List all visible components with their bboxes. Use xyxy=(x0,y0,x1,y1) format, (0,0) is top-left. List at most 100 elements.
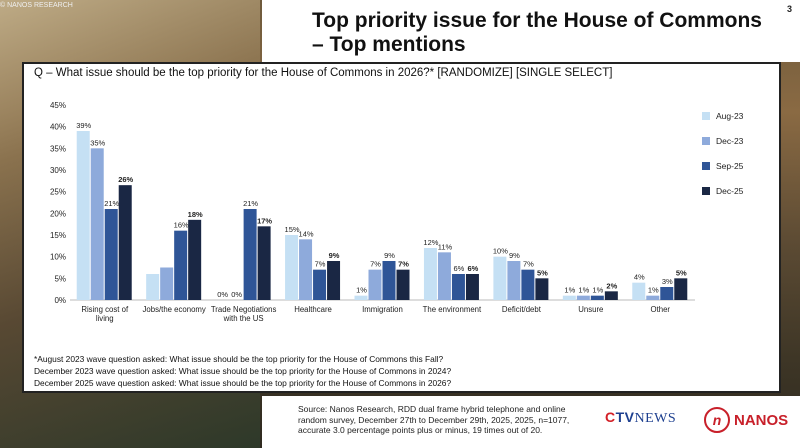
bar-sep-25 xyxy=(382,261,396,300)
data-label: 35% xyxy=(90,138,105,147)
data-label: 2% xyxy=(606,281,617,290)
data-label: 15% xyxy=(285,225,300,234)
data-label: 9% xyxy=(509,251,520,260)
data-label: 5% xyxy=(676,268,687,277)
x-category-label: Immigration xyxy=(362,305,403,314)
data-label: 7% xyxy=(523,260,534,269)
bar-sep-25 xyxy=(243,209,257,300)
data-label: 7% xyxy=(398,260,409,269)
x-category-label: Rising cost of xyxy=(81,305,129,314)
bar-dec-23 xyxy=(646,295,660,300)
data-label: 16% xyxy=(174,221,189,230)
bar-dec-25 xyxy=(535,278,549,300)
watermark: © NANOS RESEARCH xyxy=(0,2,73,9)
y-tick-label: 40% xyxy=(50,123,66,132)
bar-dec-23 xyxy=(160,267,174,300)
data-label: 1% xyxy=(592,286,603,295)
source-text: Source: Nanos Research, RDD dual frame h… xyxy=(298,404,570,435)
y-tick-label: 5% xyxy=(54,274,66,283)
legend-label-aug-23: Aug-23 xyxy=(716,111,744,121)
bar-dec-25 xyxy=(327,261,341,300)
legend-swatch-dec-25 xyxy=(702,187,710,195)
data-label: 21% xyxy=(243,199,258,208)
data-label: 39% xyxy=(76,121,91,130)
bar-dec-25 xyxy=(118,185,132,300)
bar-dec-25 xyxy=(396,269,410,300)
data-label: 1% xyxy=(356,286,367,295)
data-label: 1% xyxy=(648,286,659,295)
y-tick-label: 30% xyxy=(50,166,66,175)
bar-dec-23 xyxy=(507,261,521,300)
bar-sep-25 xyxy=(590,295,604,300)
data-label: 17% xyxy=(257,216,272,225)
data-label: 12% xyxy=(423,238,438,247)
data-label: 9% xyxy=(329,251,340,260)
legend-label-dec-23: Dec-23 xyxy=(716,136,744,146)
bar-sep-25 xyxy=(104,209,118,300)
x-category-label: Trade Negotiations xyxy=(211,305,277,314)
data-label: 3% xyxy=(662,277,673,286)
x-category-label: with the US xyxy=(223,314,264,323)
y-tick-label: 45% xyxy=(50,101,66,110)
data-label: 1% xyxy=(578,286,589,295)
ctv-news-logo: CTVNEWS xyxy=(605,409,677,426)
slide-title: Top priority issue for the House of Comm… xyxy=(312,9,762,56)
footnote-3: December 2025 wave question asked: What … xyxy=(34,378,452,388)
data-label: 4% xyxy=(634,273,645,282)
data-label: 26% xyxy=(118,175,133,184)
bar-dec-23 xyxy=(437,252,451,300)
legend-label-dec-25: Dec-25 xyxy=(716,186,744,196)
chart-box xyxy=(22,62,781,393)
title-panel: 3 xyxy=(262,0,800,62)
bar-sep-25 xyxy=(660,287,674,300)
bar-sep-25 xyxy=(521,269,535,300)
data-label: 6% xyxy=(468,264,479,273)
x-category-label: Unsure xyxy=(578,305,603,314)
slide-number: 3 xyxy=(786,4,792,14)
y-tick-label: 10% xyxy=(50,253,66,262)
bar-aug-23 xyxy=(146,274,160,300)
x-category-label: Jobs/the economy xyxy=(143,305,206,314)
data-label: 18% xyxy=(188,210,203,219)
bar-sep-25 xyxy=(313,269,327,300)
y-tick-label: 25% xyxy=(50,188,66,197)
y-tick-label: 15% xyxy=(50,231,66,240)
legend-swatch-dec-23 xyxy=(702,137,710,145)
bar-dec-25 xyxy=(604,291,618,300)
data-label: 10% xyxy=(493,247,508,256)
bar-dec-23 xyxy=(90,148,104,300)
bar-sep-25 xyxy=(174,230,188,300)
x-category-label: living xyxy=(96,314,114,323)
data-label: 0% xyxy=(217,290,228,299)
bar-aug-23 xyxy=(76,131,90,300)
x-category-label: Other xyxy=(651,305,671,314)
nanos-logo: n NANOS xyxy=(704,405,788,435)
x-category-label: The environment xyxy=(423,305,482,314)
y-tick-label: 35% xyxy=(50,144,66,153)
bar-aug-23 xyxy=(423,248,437,300)
bar-aug-23 xyxy=(493,256,507,300)
data-label: 21% xyxy=(104,199,119,208)
bar-dec-23 xyxy=(368,269,382,300)
bar-dec-25 xyxy=(465,274,479,300)
bar-aug-23 xyxy=(354,295,368,300)
x-category-label: Healthcare xyxy=(294,305,332,314)
nanos-mark-icon: n xyxy=(704,407,730,433)
x-category-label: Deficit/debt xyxy=(502,305,542,314)
y-tick-label: 0% xyxy=(54,296,66,305)
data-label: 0% xyxy=(231,290,242,299)
data-label: 7% xyxy=(370,260,381,269)
data-label: 5% xyxy=(537,268,548,277)
data-label: 11% xyxy=(438,242,453,251)
bar-dec-25 xyxy=(674,278,688,300)
legend-swatch-aug-23 xyxy=(702,112,710,120)
footnote-2: December 2023 wave question asked: What … xyxy=(34,366,452,376)
data-label: 1% xyxy=(564,286,575,295)
data-label: 6% xyxy=(454,264,465,273)
data-label: 14% xyxy=(299,229,314,238)
data-label: 7% xyxy=(315,260,326,269)
bar-aug-23 xyxy=(562,295,576,300)
bar-dec-23 xyxy=(576,295,590,300)
footnote-1: *August 2023 wave question asked: What i… xyxy=(34,354,444,364)
